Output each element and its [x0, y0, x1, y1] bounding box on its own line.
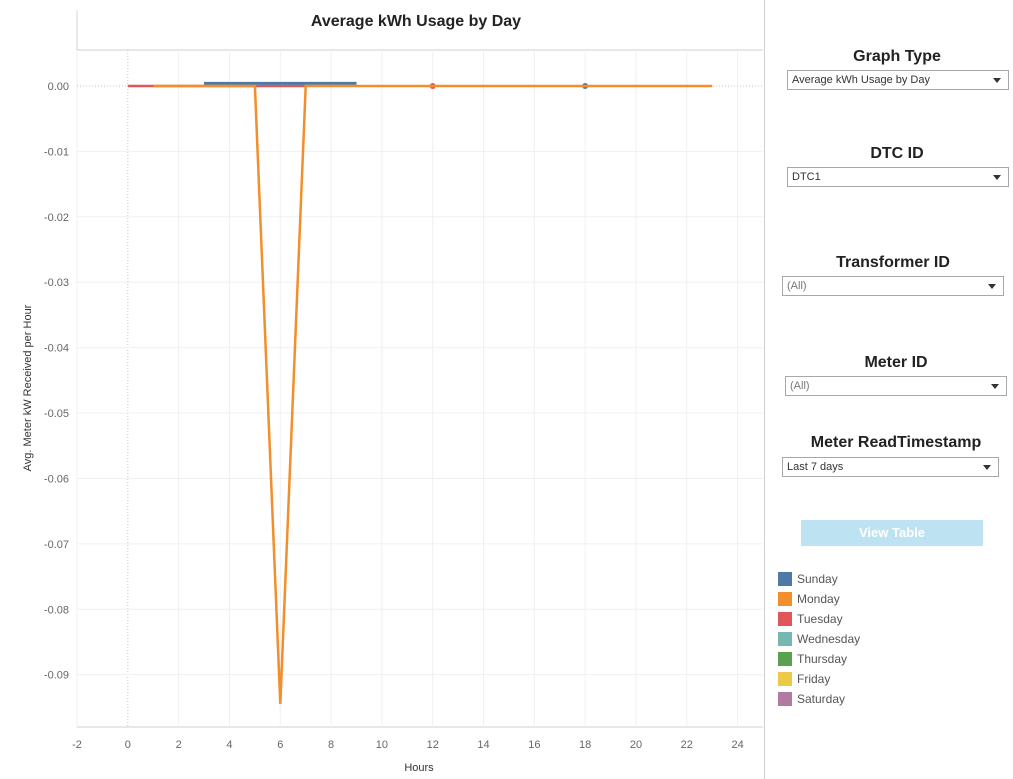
legend-swatch: [778, 592, 792, 606]
legend-swatch: [778, 692, 792, 706]
chevron-down-icon: [991, 384, 999, 389]
x-tick-label: 22: [681, 739, 693, 751]
x-tick-label: -2: [72, 739, 82, 751]
x-tick-label: 10: [376, 739, 388, 751]
meter-id-dropdown[interactable]: (All): [785, 376, 1007, 396]
y-tick-label: -0.03: [44, 277, 69, 289]
y-axis-label: Avg. Meter kW Received per Hour: [22, 304, 34, 471]
meter-read-timestamp-dropdown[interactable]: Last 7 days: [782, 457, 999, 477]
x-tick-label: 14: [477, 739, 489, 751]
y-tick-label: -0.04: [44, 343, 69, 355]
graph-type-dropdown[interactable]: Average kWh Usage by Day: [787, 70, 1009, 90]
legend-swatch: [778, 652, 792, 666]
x-axis-label: Hours: [404, 762, 434, 774]
chevron-down-icon: [988, 284, 996, 289]
x-tick-label: 12: [427, 739, 439, 751]
legend-label: Saturday: [797, 692, 846, 706]
x-tick-label: 20: [630, 739, 642, 751]
filter-panel: Graph Type Average kWh Usage by Day DTC …: [764, 0, 1013, 779]
y-tick-label: -0.06: [44, 473, 69, 485]
x-tick-label: 6: [277, 739, 283, 751]
transformer-id-dropdown[interactable]: (All): [782, 276, 1004, 296]
y-tick-label: -0.09: [44, 670, 69, 682]
legend-swatch: [778, 572, 792, 586]
x-tick-label: 8: [328, 739, 334, 751]
legend-label: Thursday: [797, 652, 848, 666]
view-table-button[interactable]: View Table: [801, 520, 983, 546]
y-tick-label: -0.01: [44, 146, 69, 158]
meter-read-timestamp-value: Last 7 days: [787, 461, 844, 473]
x-tick-label: 0: [125, 739, 131, 751]
series-line-monday: [153, 84, 713, 705]
x-tick-label: 18: [579, 739, 591, 751]
y-tick-label: -0.08: [44, 604, 69, 616]
chart-title: Average kWh Usage by Day: [311, 13, 521, 30]
transformer-id-value: (All): [787, 280, 807, 292]
x-tick-label: 24: [731, 739, 743, 751]
dtc-id-title: DTC ID: [870, 145, 924, 162]
graph-type-value: Average kWh Usage by Day: [792, 74, 930, 86]
y-tick-label: -0.02: [44, 212, 69, 224]
y-tick-label: -0.07: [44, 539, 69, 551]
transformer-id-title: Transformer ID: [836, 254, 950, 271]
line-chart: -2 0 2 4 6 8 10 12 14 16 18 20 22 240.00-0.01-0.02-0.…: [22, 10, 763, 774]
dtc-id-dropdown[interactable]: DTC1: [787, 167, 1009, 187]
meter-id-title: Meter ID: [864, 354, 928, 371]
x-tick-label: 2: [176, 739, 182, 751]
legend-swatch: [778, 612, 792, 626]
graph-type-title: Graph Type: [853, 48, 941, 65]
chevron-down-icon: [983, 465, 991, 470]
x-tick-label: 4: [226, 739, 232, 751]
chart-area: -2 0 2 4 6 8 10 12 14 16 18 20 22 24 0.00 -0.01 -0.02 -0.…: [22, 10, 763, 774]
legend-label: Sunday: [797, 572, 838, 586]
legend-swatch: [778, 632, 792, 646]
y-tick-label: -0.05: [44, 408, 69, 420]
x-tick-label: 16: [528, 739, 540, 751]
meter-id-value: (All): [790, 380, 810, 392]
legend-label: Wednesday: [797, 632, 861, 646]
chevron-down-icon: [993, 78, 1001, 83]
legend-label: Tuesday: [797, 612, 843, 626]
chevron-down-icon: [993, 175, 1001, 180]
dtc-id-value: DTC1: [792, 171, 821, 183]
meter-read-timestamp-title: Meter ReadTimestamp: [810, 434, 982, 451]
legend-label: Monday: [797, 592, 840, 606]
y-tick-label: 0.00: [48, 81, 69, 93]
legend-label: Friday: [797, 672, 831, 686]
legend-swatch: [778, 672, 792, 686]
